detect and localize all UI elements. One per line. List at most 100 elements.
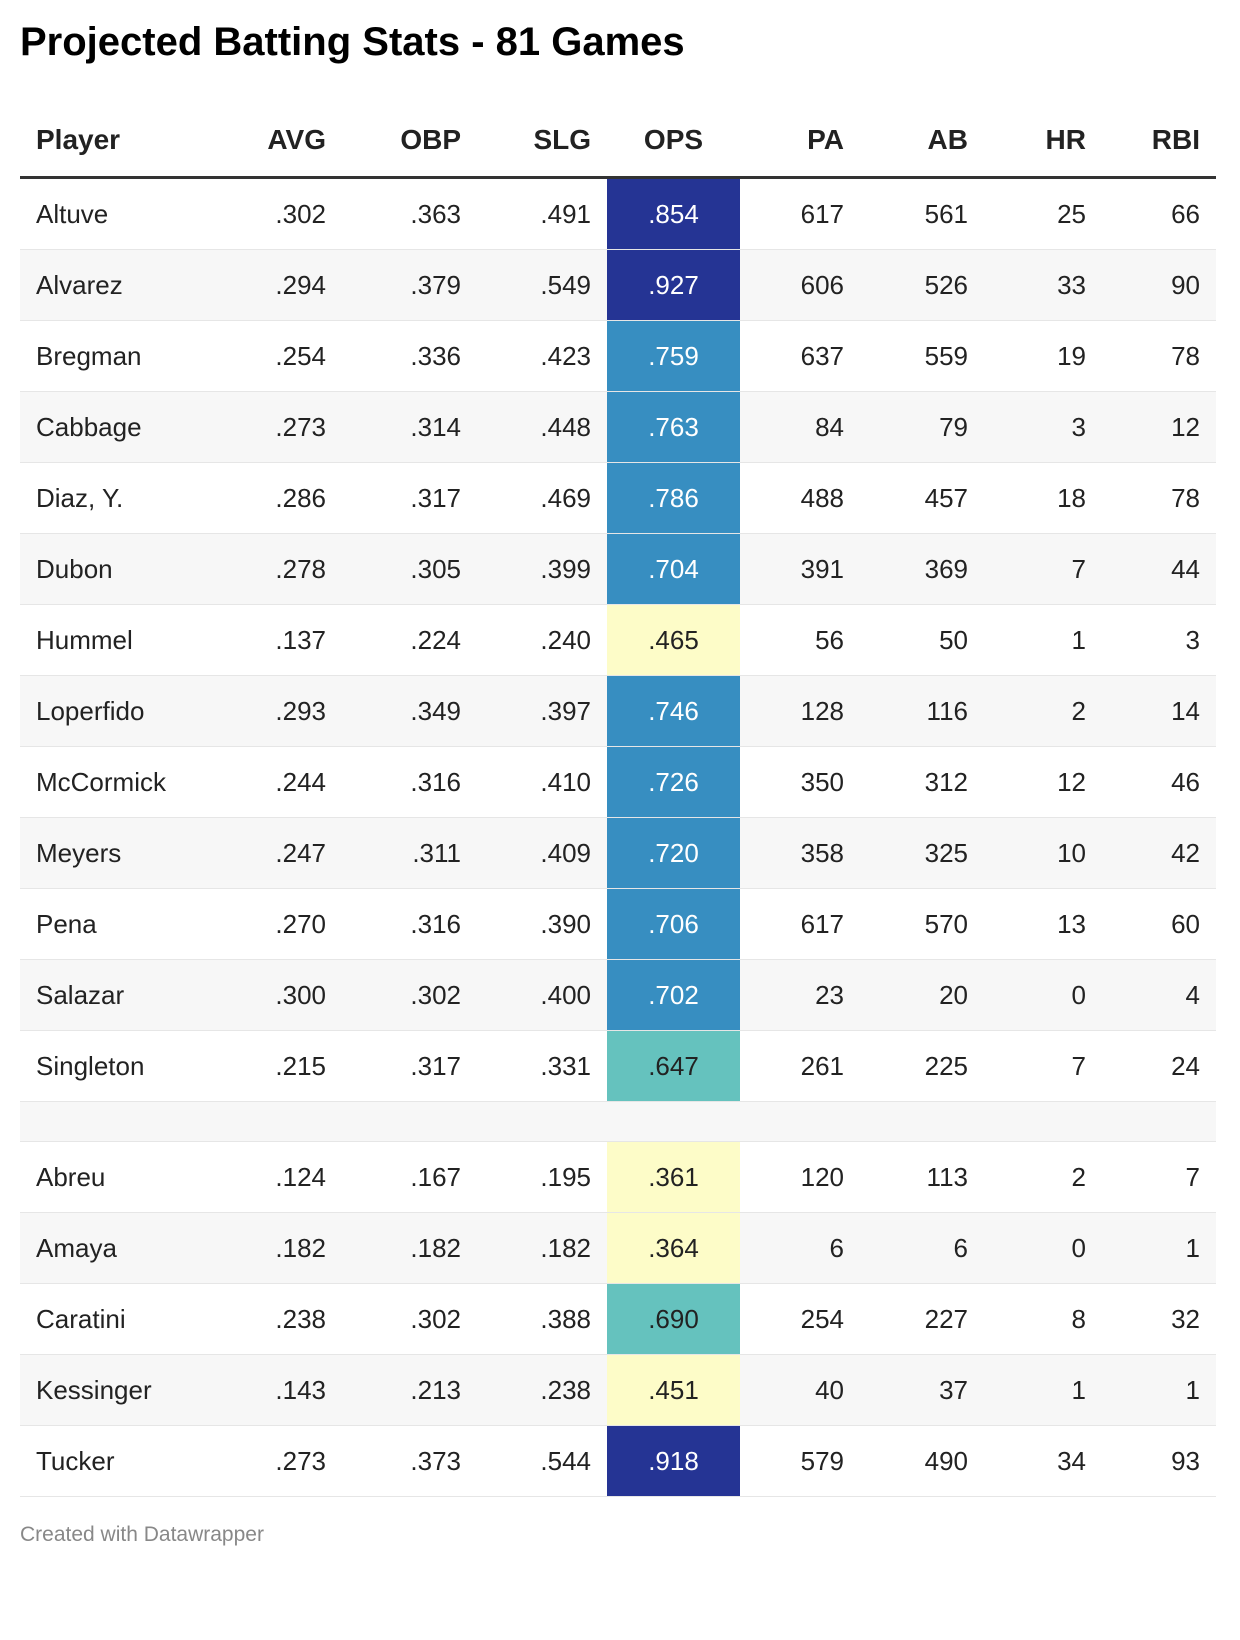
- cell-ops: .690: [607, 1283, 740, 1355]
- cell-ops: .364: [607, 1212, 740, 1284]
- cell-ops: .786: [607, 462, 740, 534]
- cell-ab: 116: [860, 675, 984, 747]
- cell-obp: .363: [342, 177, 477, 250]
- cell-pa: 391: [740, 533, 860, 605]
- cell-avg: .294: [212, 249, 342, 321]
- cell-player: Diaz, Y.: [20, 462, 212, 534]
- table-row: Altuve .302.363.491.854 617 561 25 66: [20, 177, 1216, 250]
- cell-rbi: 4: [1102, 959, 1216, 1031]
- cell-obp: .316: [342, 746, 477, 818]
- cell-avg: .143: [212, 1354, 342, 1426]
- header-rbi[interactable]: RBI: [1102, 104, 1216, 179]
- cell-pa: 606: [740, 249, 860, 321]
- cell-ops: .720: [607, 817, 740, 889]
- cell-pa: 23: [740, 959, 860, 1031]
- cell-ops: .704: [607, 533, 740, 605]
- cell-slg: .390: [477, 888, 607, 960]
- header-obp[interactable]: OBP: [342, 104, 477, 179]
- cell-player: Salazar: [20, 959, 212, 1031]
- header-ops[interactable]: OPS: [607, 104, 740, 179]
- cell-slg: .388: [477, 1283, 607, 1355]
- cell-pa: 488: [740, 462, 860, 534]
- cell-hr: 33: [984, 249, 1102, 321]
- cell-ops: .647: [607, 1030, 740, 1102]
- cell-pa: 6: [740, 1212, 860, 1284]
- cell-hr: 7: [984, 1030, 1102, 1102]
- cell-ops: .927: [607, 249, 740, 321]
- cell-ab: 570: [860, 888, 984, 960]
- cell-slg: .399: [477, 533, 607, 605]
- cell-player: Alvarez: [20, 249, 212, 321]
- cell-rbi: 44: [1102, 533, 1216, 605]
- table-row: Salazar .300.302.400.702 23 20 0 4: [20, 959, 1216, 1031]
- cell-rbi: 66: [1102, 177, 1216, 250]
- cell-hr: 0: [984, 959, 1102, 1031]
- cell-avg: .137: [212, 604, 342, 676]
- cell-slg: .400: [477, 959, 607, 1031]
- cell-ab: 325: [860, 817, 984, 889]
- cell-ops: .465: [607, 604, 740, 676]
- table-row: Pena .270.316.390.706 617 570 13 60: [20, 888, 1216, 960]
- cell-hr: 7: [984, 533, 1102, 605]
- header-ab[interactable]: AB: [860, 104, 984, 179]
- cell-ab: 227: [860, 1283, 984, 1355]
- cell-obp: .311: [342, 817, 477, 889]
- header-hr[interactable]: HR: [984, 104, 1102, 179]
- cell-pa: 617: [740, 888, 860, 960]
- cell-rbi: 32: [1102, 1283, 1216, 1355]
- cell-player: Kessinger: [20, 1354, 212, 1426]
- table-row: McCormick .244.316.410.726 350 312 12 46: [20, 746, 1216, 818]
- table-row: Loperfido .293.349.397.746 128 116 2 14: [20, 675, 1216, 747]
- table-row: Alvarez .294.379.549.927 606 526 33 90: [20, 249, 1216, 321]
- cell-avg: .124: [212, 1141, 342, 1213]
- cell-ops: .706: [607, 888, 740, 960]
- cell-rbi: 7: [1102, 1141, 1216, 1213]
- cell-ops: .918: [607, 1425, 740, 1497]
- cell-obp: .317: [342, 1030, 477, 1102]
- cell-ops: .451: [607, 1354, 740, 1426]
- cell-slg: .491: [477, 177, 607, 250]
- cell-avg: .286: [212, 462, 342, 534]
- cell-obp: .305: [342, 533, 477, 605]
- cell-slg: .549: [477, 249, 607, 321]
- table-row: Diaz, Y. .286.317.469.786 488 457 18 78: [20, 462, 1216, 534]
- cell-hr: 8: [984, 1283, 1102, 1355]
- cell-obp: .373: [342, 1425, 477, 1497]
- cell-pa: 128: [740, 675, 860, 747]
- cell-avg: .182: [212, 1212, 342, 1284]
- cell-obp: .302: [342, 1283, 477, 1355]
- cell-obp: .167: [342, 1141, 477, 1213]
- cell-player: Abreu: [20, 1141, 212, 1213]
- table-row: Bregman .254.336.423.759 637 559 19 78: [20, 320, 1216, 392]
- cell-rbi: 90: [1102, 249, 1216, 321]
- cell-pa: 56: [740, 604, 860, 676]
- cell-obp: .224: [342, 604, 477, 676]
- header-pa[interactable]: PA: [740, 104, 860, 179]
- table-row: Tucker .273.373.544.918 579 490 34 93: [20, 1425, 1216, 1497]
- cell-rbi: 24: [1102, 1030, 1216, 1102]
- cell-ab: 113: [860, 1141, 984, 1213]
- cell-obp: .336: [342, 320, 477, 392]
- cell-hr: 13: [984, 888, 1102, 960]
- cell-rbi: 42: [1102, 817, 1216, 889]
- cell-hr: 12: [984, 746, 1102, 818]
- cell-avg: .273: [212, 1425, 342, 1497]
- cell-slg: .397: [477, 675, 607, 747]
- cell-player: McCormick: [20, 746, 212, 818]
- cell-player: Caratini: [20, 1283, 212, 1355]
- cell-rbi: 3: [1102, 604, 1216, 676]
- cell-rbi: 78: [1102, 462, 1216, 534]
- cell-pa: 261: [740, 1030, 860, 1102]
- table-row: Meyers .247.311.409.720 358 325 10 42: [20, 817, 1216, 889]
- header-player[interactable]: Player: [20, 104, 212, 179]
- table-row: Abreu .124.167.195.361 120 113 2 7: [20, 1141, 1216, 1213]
- cell-hr: 10: [984, 817, 1102, 889]
- header-avg[interactable]: AVG: [212, 104, 342, 179]
- cell-rbi: 78: [1102, 320, 1216, 392]
- header-slg[interactable]: SLG: [477, 104, 607, 179]
- cell-ab: 561: [860, 177, 984, 250]
- cell-avg: .302: [212, 177, 342, 250]
- cell-rbi: 60: [1102, 888, 1216, 960]
- cell-player: Loperfido: [20, 675, 212, 747]
